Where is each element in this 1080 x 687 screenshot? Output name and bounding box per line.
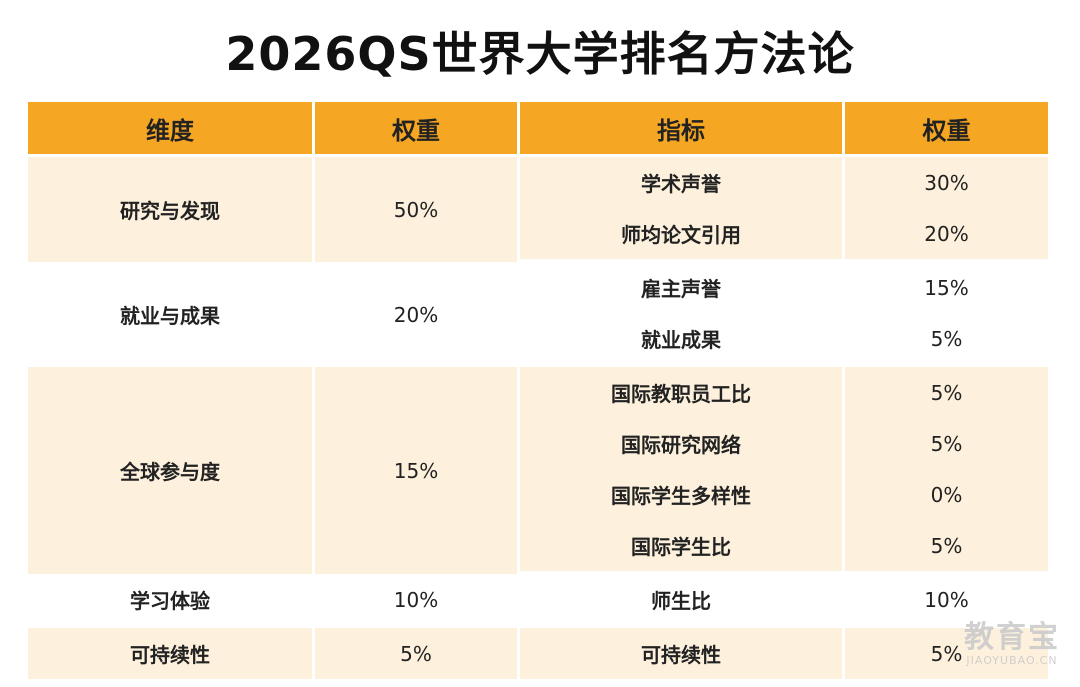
indicator-weight-cell: 20% bbox=[845, 208, 1048, 262]
table-row: 就业成果 5% bbox=[28, 313, 1048, 367]
indicator-cell: 师均论文引用 bbox=[520, 208, 845, 262]
dimension-cell: 可持续性 bbox=[28, 628, 315, 679]
table-header-row: 维度 权重 指标 权重 bbox=[28, 102, 1048, 157]
table-row: 就业与成果 20% 雇主声誉 15% bbox=[28, 262, 1048, 367]
indicator-cell: 学术声誉 bbox=[520, 157, 845, 208]
watermark-logo: 教育宝 JIAOYUBAO.CN bbox=[964, 620, 1060, 668]
indicator-cell: 师生比 bbox=[520, 574, 845, 628]
indicator-cell: 国际研究网络 bbox=[520, 418, 845, 469]
dimension-weight-cell: 10% bbox=[315, 574, 520, 628]
dimension-weight-cell: 50% bbox=[315, 157, 520, 262]
table-row: 全球参与度 15% 国际教职员工比 5% bbox=[28, 367, 1048, 574]
indicator-cell: 国际学生比 bbox=[520, 520, 845, 574]
dimension-weight-cell: 5% bbox=[315, 628, 520, 679]
table-row: 研究与发现 50% 学术声誉 30% bbox=[28, 157, 1048, 262]
table-row: 国际研究网络 5% bbox=[28, 418, 1048, 469]
dimension-cell: 学习体验 bbox=[28, 574, 315, 628]
table-row: 学习体验 10% 师生比 10% bbox=[28, 574, 1048, 628]
table-row: 可持续性 5% 可持续性 5% bbox=[28, 628, 1048, 679]
dimension-cell: 就业与成果 bbox=[28, 262, 315, 367]
header-indicator-weight: 权重 bbox=[845, 102, 1048, 157]
indicator-cell: 雇主声誉 bbox=[520, 262, 845, 313]
table-row: 师均论文引用 20% bbox=[28, 208, 1048, 262]
indicator-cell: 就业成果 bbox=[520, 313, 845, 367]
table-row: 国际学生多样性 0% bbox=[28, 469, 1048, 520]
indicator-weight-cell: 5% bbox=[845, 418, 1048, 469]
page-title: 2026QS世界大学排名方法论 bbox=[225, 27, 855, 81]
indicator-weight-cell: 15% bbox=[845, 262, 1048, 313]
header-dimension: 维度 bbox=[28, 102, 315, 157]
methodology-table: 维度 权重 指标 权重 研究与发现 50% 学术声誉 30% 师均论文引用 20… bbox=[28, 102, 1048, 679]
indicator-weight-cell: 5% bbox=[845, 520, 1048, 574]
dimension-weight-cell: 15% bbox=[315, 367, 520, 574]
indicator-weight-cell: 0% bbox=[845, 469, 1048, 520]
table-row: 国际学生比 5% bbox=[28, 520, 1048, 574]
dimension-weight-cell: 20% bbox=[315, 262, 520, 367]
watermark-sub-text: JIAOYUBAO.CN bbox=[966, 654, 1058, 667]
indicator-weight-cell: 5% bbox=[845, 628, 1048, 679]
indicator-cell: 可持续性 bbox=[520, 628, 845, 679]
indicator-weight-cell: 5% bbox=[845, 367, 1048, 418]
header-dimension-weight: 权重 bbox=[315, 102, 520, 157]
dimension-cell: 研究与发现 bbox=[28, 157, 315, 262]
indicator-weight-cell: 5% bbox=[845, 313, 1048, 367]
watermark-main-text: 教育宝 bbox=[964, 620, 1060, 655]
indicator-cell: 国际学生多样性 bbox=[520, 469, 845, 520]
dimension-cell: 全球参与度 bbox=[28, 367, 315, 574]
header-indicator: 指标 bbox=[520, 102, 845, 157]
indicator-weight-cell: 10% bbox=[845, 574, 1048, 628]
indicator-weight-cell: 30% bbox=[845, 157, 1048, 208]
indicator-cell: 国际教职员工比 bbox=[520, 367, 845, 418]
